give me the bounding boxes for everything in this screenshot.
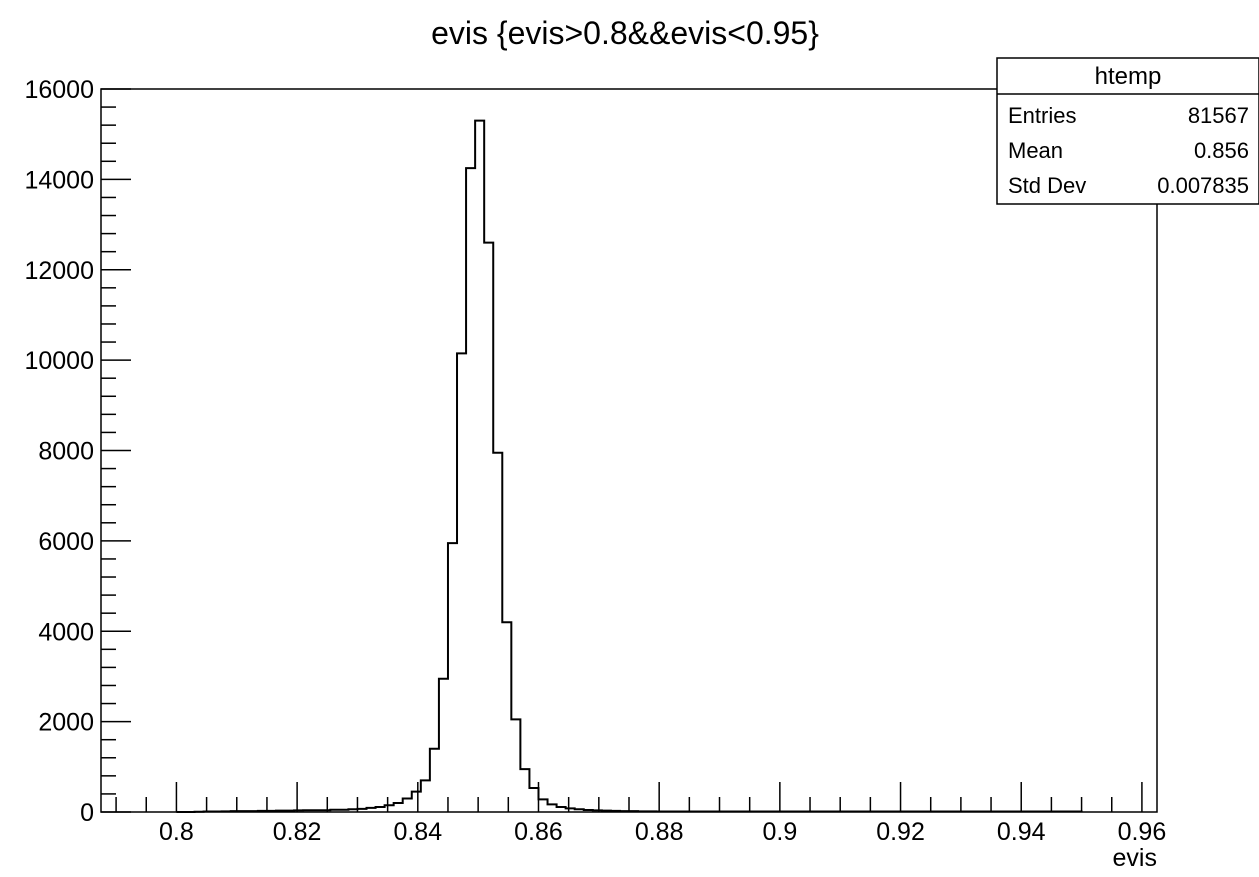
x-axis-label: evis xyxy=(1113,844,1157,872)
x-tick-label: 0.88 xyxy=(635,818,684,846)
stats-box-frame xyxy=(996,57,1259,205)
stats-box: htemp Entries 81567 Mean 0.856 Std Dev 0… xyxy=(996,57,1259,205)
stats-stddev-value: 0.007835 xyxy=(1157,173,1249,198)
y-tick-label: 6000 xyxy=(38,528,94,556)
y-tick-label: 2000 xyxy=(38,709,94,737)
x-axis: 0.8 0.82 0.84 0.86 0.88 0.9 0.92 0.94 0.96 xyxy=(115,782,1167,846)
x-tick-label: 0.84 xyxy=(393,818,442,846)
histogram-line xyxy=(176,119,1083,813)
stats-box-title: htemp xyxy=(1095,63,1162,90)
y-tick-label: 8000 xyxy=(38,438,94,466)
y-tick-label: 0 xyxy=(80,799,94,827)
x-tick-label: 0.8 xyxy=(159,818,194,846)
stats-stddev-label: Std Dev xyxy=(1008,173,1086,198)
stats-entries-label: Entries xyxy=(1008,103,1076,128)
x-tick-label: 0.92 xyxy=(876,818,925,846)
y-tick-label: 10000 xyxy=(24,347,94,375)
stats-mean-label: Mean xyxy=(1008,138,1063,163)
stats-entries-value: 81567 xyxy=(1188,103,1249,128)
x-tick-label: 0.94 xyxy=(997,818,1046,846)
y-axis: 0 2000 4000 6000 8000 10000 12000 14000 16000 xyxy=(24,76,131,827)
x-tick-label: 0.96 xyxy=(1118,818,1167,846)
stats-mean-value: 0.856 xyxy=(1194,138,1249,163)
x-tick-label: 0.9 xyxy=(762,818,797,846)
y-tick-label: 16000 xyxy=(24,76,94,104)
chart-title: evis {evis>0.8&&evis<0.95} xyxy=(431,15,819,51)
y-tick-label: 4000 xyxy=(38,618,94,646)
x-tick-label: 0.82 xyxy=(273,818,322,846)
y-tick-label: 14000 xyxy=(24,166,94,194)
x-tick-label: 0.86 xyxy=(514,818,563,846)
y-tick-label: 12000 xyxy=(24,257,94,285)
